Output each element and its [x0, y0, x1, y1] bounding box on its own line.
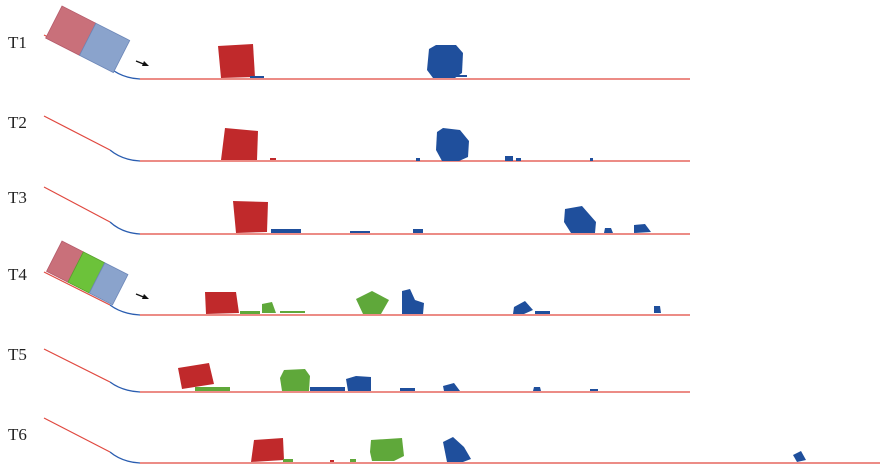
row-t2-scene — [43, 115, 690, 162]
initial-block-stack — [45, 5, 131, 74]
blue-fragment — [634, 224, 651, 233]
debris — [270, 158, 276, 160]
row-label-t2: T2 — [8, 113, 27, 132]
slope-ramp — [43, 271, 111, 306]
debris — [250, 76, 264, 78]
arrow-icon — [135, 60, 149, 66]
slope-ramp — [43, 348, 111, 383]
debris — [271, 229, 301, 233]
debris — [590, 158, 593, 161]
red-block — [205, 292, 239, 314]
debris — [400, 388, 415, 391]
blue-fragment — [443, 383, 460, 391]
slope-curve — [109, 381, 141, 393]
row-t3-scene — [43, 186, 690, 235]
red-block — [233, 201, 268, 233]
red-block — [251, 438, 284, 462]
green-block — [280, 369, 310, 391]
debris — [590, 389, 598, 391]
red-block — [221, 128, 258, 160]
blue-block — [402, 289, 424, 314]
blue-block — [564, 206, 596, 233]
green-block — [370, 438, 404, 461]
slope-ramp — [43, 186, 111, 223]
blue-fragment — [654, 306, 661, 313]
slope-ramp — [43, 417, 111, 453]
debris — [280, 311, 305, 313]
blue-fragment — [793, 451, 806, 462]
start-blue-block — [88, 262, 129, 306]
row-t5-scene — [43, 348, 690, 393]
row-t4-scene — [43, 240, 690, 316]
debris — [195, 387, 230, 391]
arrow-icon — [135, 293, 149, 299]
slope-ramp — [43, 115, 111, 151]
initial-block-stack — [46, 240, 129, 306]
slope-curve — [109, 304, 141, 316]
blue-block — [443, 437, 471, 462]
blue-block — [436, 128, 469, 161]
slope-curve — [109, 149, 141, 162]
row-t6-scene — [43, 417, 880, 464]
blue-block — [427, 45, 463, 78]
blue-fragment — [513, 301, 533, 314]
row-label-t1: T1 — [8, 33, 27, 52]
row-label-t5: T5 — [8, 345, 27, 364]
blue-fragment — [604, 228, 613, 233]
debris — [413, 229, 423, 233]
blue-fragment — [533, 387, 541, 391]
debris — [330, 460, 334, 462]
red-block — [178, 363, 214, 389]
debris — [516, 158, 521, 161]
debris — [350, 231, 370, 233]
row-t1-scene — [43, 5, 690, 80]
debris — [240, 311, 260, 314]
row-label-t4: T4 — [8, 265, 27, 284]
slope-curve — [109, 221, 141, 235]
debris — [535, 311, 550, 314]
slope-curve — [109, 451, 141, 464]
debris — [455, 75, 467, 77]
row-label-t3: T3 — [8, 188, 27, 207]
start-blue-block — [78, 22, 131, 74]
green-block — [356, 291, 389, 314]
debris — [416, 158, 420, 161]
blue-block — [346, 376, 371, 391]
red-block — [218, 44, 255, 78]
debris — [350, 459, 356, 462]
debris — [505, 156, 513, 161]
green-fragment — [262, 302, 276, 313]
debris — [310, 387, 345, 391]
debris — [283, 459, 293, 462]
row-label-t6: T6 — [8, 425, 27, 444]
